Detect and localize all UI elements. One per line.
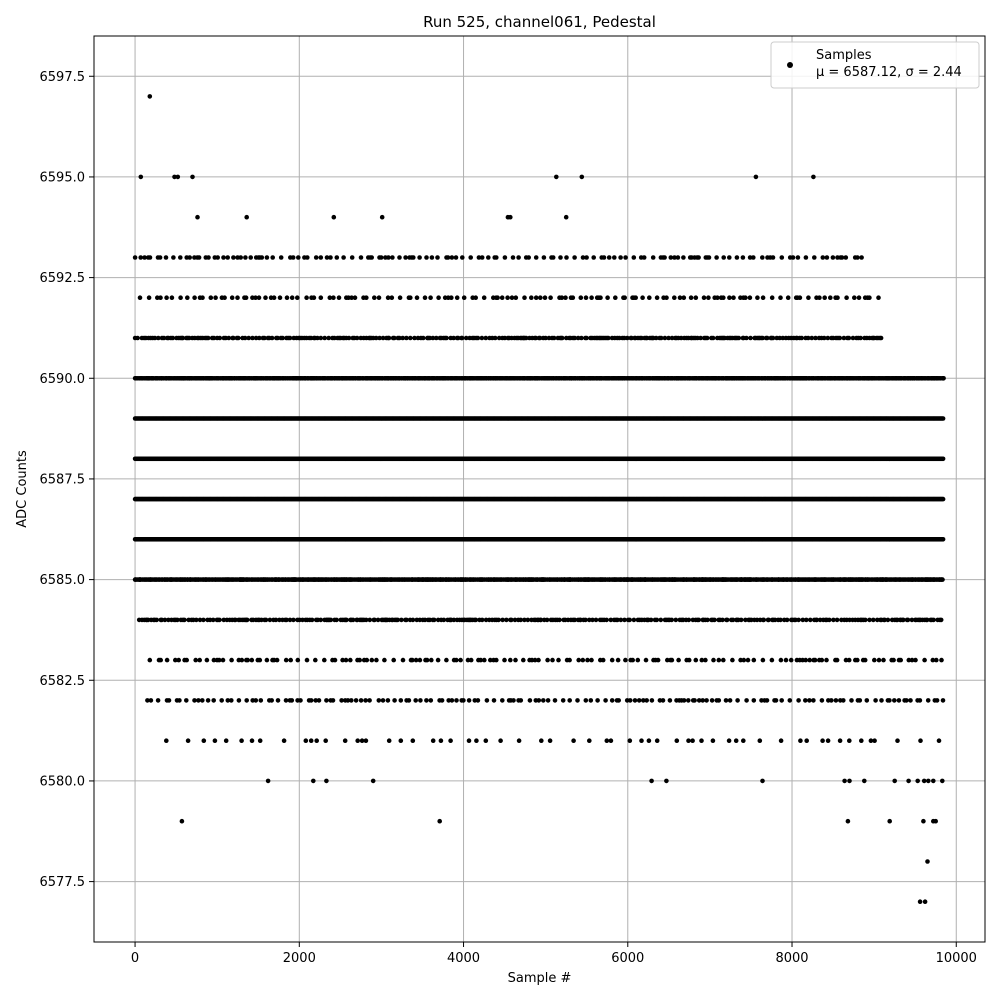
sample-point bbox=[654, 617, 660, 623]
sample-point bbox=[473, 617, 479, 623]
sample-point bbox=[940, 537, 946, 542]
sample-point bbox=[814, 617, 820, 623]
sample-point bbox=[201, 617, 206, 623]
sample-point bbox=[194, 617, 199, 623]
sample-point bbox=[328, 617, 334, 623]
sample-point bbox=[538, 617, 544, 623]
sample-point bbox=[796, 617, 801, 623]
sample-point bbox=[363, 617, 369, 623]
sample-point bbox=[590, 617, 595, 623]
sample-point bbox=[673, 617, 679, 623]
sample-point bbox=[593, 617, 599, 623]
sample-point bbox=[210, 617, 216, 623]
sample-point bbox=[766, 617, 771, 623]
sample-point bbox=[431, 617, 437, 623]
sample-point bbox=[587, 617, 592, 623]
sample-point bbox=[367, 617, 373, 623]
sample-point bbox=[705, 617, 710, 623]
sample-point bbox=[451, 617, 457, 623]
sample-point bbox=[500, 617, 505, 623]
sample-point bbox=[658, 617, 664, 623]
sample-point bbox=[410, 617, 416, 623]
sample-point bbox=[182, 617, 187, 623]
sample-point bbox=[375, 617, 381, 623]
sample-point bbox=[831, 617, 836, 623]
sample-point bbox=[608, 617, 614, 623]
sample-point bbox=[287, 617, 293, 623]
sample-point bbox=[724, 617, 730, 623]
sample-point bbox=[263, 617, 269, 623]
sample-point bbox=[784, 617, 790, 623]
sample-point bbox=[175, 617, 180, 623]
sample-point bbox=[244, 617, 250, 623]
sample-point bbox=[504, 617, 509, 623]
sample-point bbox=[273, 617, 279, 623]
sample-point bbox=[583, 617, 588, 623]
sample-point bbox=[940, 456, 946, 462]
sample-point bbox=[344, 617, 349, 623]
sample-point bbox=[622, 617, 627, 623]
sample-point bbox=[525, 617, 531, 623]
sample-point bbox=[743, 617, 748, 623]
sample-point bbox=[509, 617, 514, 623]
sample-point bbox=[518, 617, 523, 623]
sample-point bbox=[808, 617, 813, 623]
sample-point bbox=[669, 617, 674, 623]
sample-point bbox=[686, 617, 692, 623]
sample-point bbox=[615, 617, 620, 623]
sample-point bbox=[318, 617, 324, 623]
sample-point bbox=[696, 617, 702, 623]
sample-point bbox=[395, 617, 401, 623]
sample-point bbox=[267, 617, 273, 623]
sample-point bbox=[441, 617, 447, 623]
sample-point bbox=[804, 617, 809, 623]
sample-point bbox=[479, 617, 485, 623]
sample-point bbox=[334, 617, 339, 623]
sample-point bbox=[309, 617, 315, 623]
sample-point bbox=[712, 617, 717, 623]
sample-point bbox=[284, 617, 289, 623]
sample-point bbox=[834, 617, 840, 623]
sample-point bbox=[557, 617, 562, 623]
sample-point bbox=[827, 617, 832, 623]
sample-point bbox=[720, 617, 725, 623]
sample-point bbox=[217, 617, 222, 623]
sample-point bbox=[941, 376, 946, 381]
sample-point bbox=[544, 617, 550, 623]
sample-point bbox=[800, 617, 806, 623]
sample-point bbox=[648, 617, 654, 623]
sample-point bbox=[522, 617, 527, 623]
sample-point bbox=[162, 617, 168, 623]
sample-point bbox=[404, 617, 409, 623]
sample-point bbox=[730, 617, 736, 623]
sample-point bbox=[350, 617, 356, 623]
sample-point bbox=[291, 617, 296, 623]
sample-point bbox=[496, 617, 501, 623]
sample-point bbox=[940, 416, 946, 421]
sample-point bbox=[572, 617, 578, 623]
sample-point bbox=[154, 617, 159, 623]
sample-points bbox=[132, 94, 946, 904]
sample-point bbox=[618, 617, 624, 623]
sample-point bbox=[604, 617, 609, 623]
sample-point bbox=[738, 617, 744, 623]
sample-point bbox=[631, 617, 637, 623]
sample-point bbox=[512, 617, 518, 623]
sample-point bbox=[940, 577, 945, 582]
sample-point bbox=[627, 617, 632, 623]
sample-point bbox=[761, 617, 767, 623]
sample-point bbox=[940, 496, 946, 502]
sample-point bbox=[197, 617, 203, 623]
sample-point bbox=[399, 617, 404, 623]
sample-point bbox=[372, 617, 377, 623]
sample-point bbox=[778, 617, 783, 623]
sample-point bbox=[483, 617, 489, 623]
